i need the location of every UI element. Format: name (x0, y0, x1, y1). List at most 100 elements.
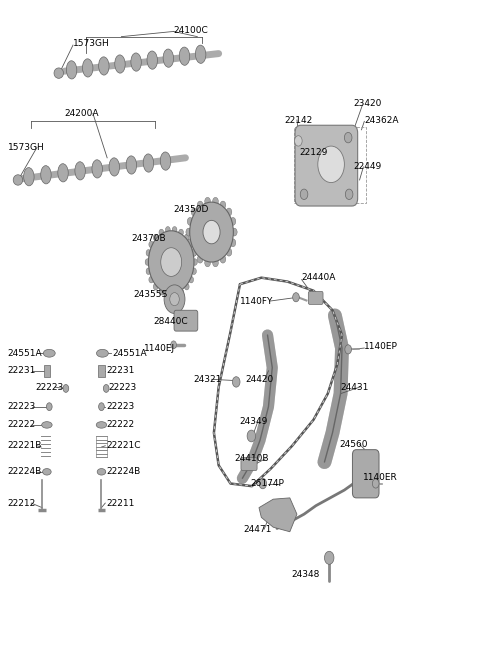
Text: 22223: 22223 (8, 402, 36, 411)
Text: 24560: 24560 (340, 440, 368, 449)
Circle shape (148, 231, 194, 293)
Text: 22221C: 22221C (106, 442, 141, 450)
FancyBboxPatch shape (352, 449, 379, 498)
Ellipse shape (179, 47, 190, 65)
Text: 26174P: 26174P (251, 479, 284, 488)
Circle shape (166, 227, 170, 233)
Circle shape (184, 234, 189, 240)
Circle shape (192, 259, 197, 265)
Bar (44, 365, 50, 376)
Circle shape (192, 268, 196, 275)
Circle shape (259, 478, 266, 489)
Text: 22223: 22223 (106, 402, 134, 411)
Ellipse shape (24, 168, 34, 186)
Text: 24355S: 24355S (133, 290, 168, 299)
Circle shape (220, 201, 226, 209)
Circle shape (161, 248, 181, 277)
Text: 24200A: 24200A (64, 109, 99, 118)
Circle shape (98, 403, 104, 411)
Circle shape (213, 259, 218, 267)
Text: 1140FY: 1140FY (240, 297, 274, 306)
Circle shape (153, 283, 158, 290)
Text: 22212: 22212 (8, 499, 36, 508)
Ellipse shape (43, 468, 51, 475)
Text: 24100C: 24100C (174, 26, 208, 35)
Text: 24370B: 24370B (131, 234, 166, 243)
Circle shape (205, 197, 210, 205)
Circle shape (213, 197, 218, 205)
Ellipse shape (41, 166, 51, 184)
Circle shape (189, 241, 193, 248)
Text: 1573GH: 1573GH (8, 143, 44, 152)
Circle shape (220, 256, 226, 263)
Circle shape (295, 136, 302, 146)
Text: 22224B: 22224B (106, 467, 141, 476)
Ellipse shape (83, 59, 93, 77)
Circle shape (344, 133, 352, 143)
Ellipse shape (97, 468, 106, 475)
Circle shape (231, 228, 237, 236)
Circle shape (190, 202, 233, 262)
Circle shape (184, 283, 189, 290)
FancyBboxPatch shape (174, 310, 198, 331)
Text: 1140EP: 1140EP (364, 342, 398, 351)
Circle shape (197, 201, 203, 209)
Ellipse shape (160, 152, 171, 170)
Text: 22224B: 22224B (8, 467, 42, 476)
Text: 1140EJ: 1140EJ (144, 344, 175, 353)
Circle shape (318, 146, 344, 183)
Ellipse shape (131, 53, 141, 71)
Circle shape (187, 217, 193, 225)
Text: 22449: 22449 (353, 162, 381, 171)
Circle shape (146, 250, 151, 256)
Circle shape (230, 239, 236, 246)
Circle shape (247, 430, 256, 442)
Text: 24420: 24420 (246, 374, 274, 384)
Ellipse shape (109, 158, 120, 176)
Circle shape (192, 250, 196, 256)
Ellipse shape (115, 55, 125, 73)
Bar (294, 127, 366, 204)
FancyBboxPatch shape (295, 125, 358, 206)
Ellipse shape (58, 164, 68, 182)
FancyBboxPatch shape (241, 457, 257, 470)
Circle shape (146, 268, 151, 275)
Ellipse shape (147, 51, 157, 69)
Circle shape (205, 259, 210, 267)
Text: 24362A: 24362A (364, 116, 399, 125)
Ellipse shape (96, 422, 107, 428)
Circle shape (189, 277, 193, 283)
Text: 24348: 24348 (291, 570, 320, 579)
Circle shape (149, 241, 154, 248)
Text: 28440C: 28440C (154, 317, 188, 327)
Ellipse shape (75, 162, 85, 180)
Circle shape (293, 292, 300, 302)
Circle shape (164, 285, 185, 313)
Text: 24471: 24471 (244, 525, 272, 533)
Circle shape (232, 376, 240, 387)
Circle shape (179, 288, 183, 295)
Ellipse shape (13, 175, 23, 185)
Circle shape (226, 208, 232, 216)
Ellipse shape (163, 49, 174, 67)
Text: 22211: 22211 (106, 499, 134, 508)
Ellipse shape (43, 350, 55, 357)
Text: 24431: 24431 (341, 382, 369, 392)
Circle shape (187, 239, 193, 246)
Circle shape (103, 384, 109, 392)
Circle shape (372, 479, 379, 488)
Text: 22222: 22222 (8, 420, 36, 430)
Bar (98, 365, 105, 376)
Ellipse shape (143, 154, 154, 172)
Circle shape (170, 292, 179, 306)
Ellipse shape (195, 45, 206, 63)
Circle shape (159, 288, 164, 295)
Text: 22223: 22223 (35, 382, 63, 392)
Ellipse shape (66, 60, 77, 79)
Circle shape (186, 228, 192, 236)
Text: 23420: 23420 (353, 99, 381, 108)
Circle shape (172, 227, 177, 233)
Circle shape (345, 345, 351, 354)
Circle shape (149, 277, 154, 283)
Text: 22129: 22129 (300, 148, 328, 157)
